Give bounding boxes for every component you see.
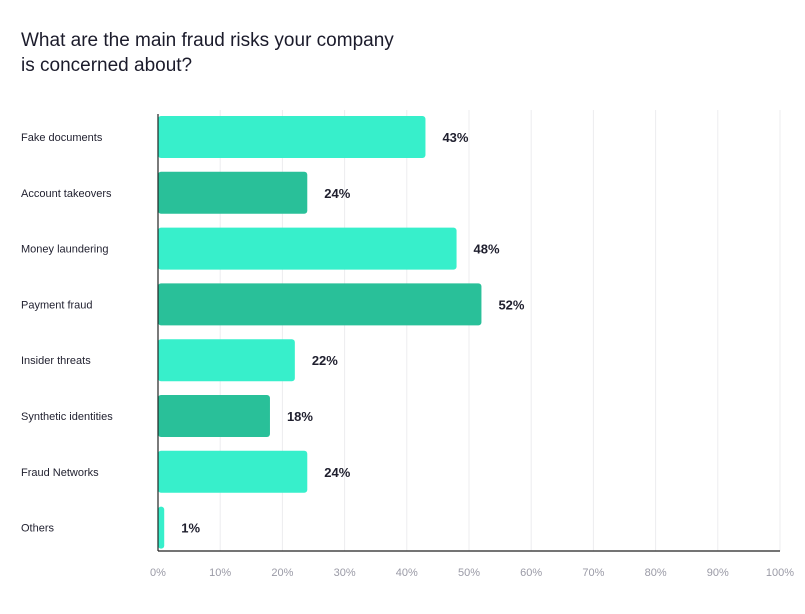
- axes: [157, 114, 780, 552]
- x-tick-label: 30%: [334, 567, 356, 579]
- data-label: 48%: [474, 242, 500, 257]
- category-label: Others: [21, 523, 55, 535]
- chart-title-line-1: What are the main fraud risks your compa…: [21, 30, 394, 51]
- x-tick-label: 10%: [209, 567, 231, 579]
- bar: [158, 116, 426, 158]
- category-label: Payment fraud: [21, 299, 93, 311]
- data-label: 24%: [324, 465, 350, 480]
- bar: [158, 339, 295, 382]
- x-tick-label: 90%: [707, 567, 729, 579]
- bar: [158, 506, 165, 549]
- x-tick-label: 100%: [766, 567, 794, 579]
- labels: 0% 10% 20% 30% 40% 50% 60% 70% 80% 90% 100% Fake do…: [21, 130, 794, 579]
- bar: [158, 227, 457, 270]
- data-label: 18%: [287, 409, 313, 424]
- data-label: 24%: [324, 186, 350, 201]
- bar: [158, 283, 482, 326]
- category-label: Synthetic identities: [21, 411, 113, 423]
- x-tick-label: 20%: [271, 567, 293, 579]
- category-label: Account takeovers: [21, 188, 112, 200]
- x-tick-label: 80%: [645, 567, 667, 579]
- data-label: 1%: [181, 521, 200, 536]
- data-label: 22%: [312, 353, 338, 368]
- category-label: Fraud Networks: [21, 467, 99, 479]
- x-tick-label: 60%: [520, 567, 542, 579]
- data-label: 43%: [442, 130, 468, 145]
- x-tick-label: 70%: [582, 567, 604, 579]
- chart-title-line-2: is concerned about?: [21, 55, 193, 76]
- x-tick-label: 50%: [458, 567, 480, 579]
- category-label: Fake documents: [21, 132, 103, 144]
- category-label: Money laundering: [21, 244, 108, 256]
- bar: [158, 450, 308, 493]
- bars: [158, 116, 482, 549]
- x-tick-label: 40%: [396, 567, 418, 579]
- chart-title: What are the main fraud risks your compa…: [21, 28, 441, 78]
- bar: [158, 171, 308, 214]
- data-label: 52%: [498, 297, 524, 312]
- category-label: Insider threats: [21, 355, 91, 367]
- x-tick-label: 0%: [150, 567, 166, 579]
- bar: [158, 395, 270, 437]
